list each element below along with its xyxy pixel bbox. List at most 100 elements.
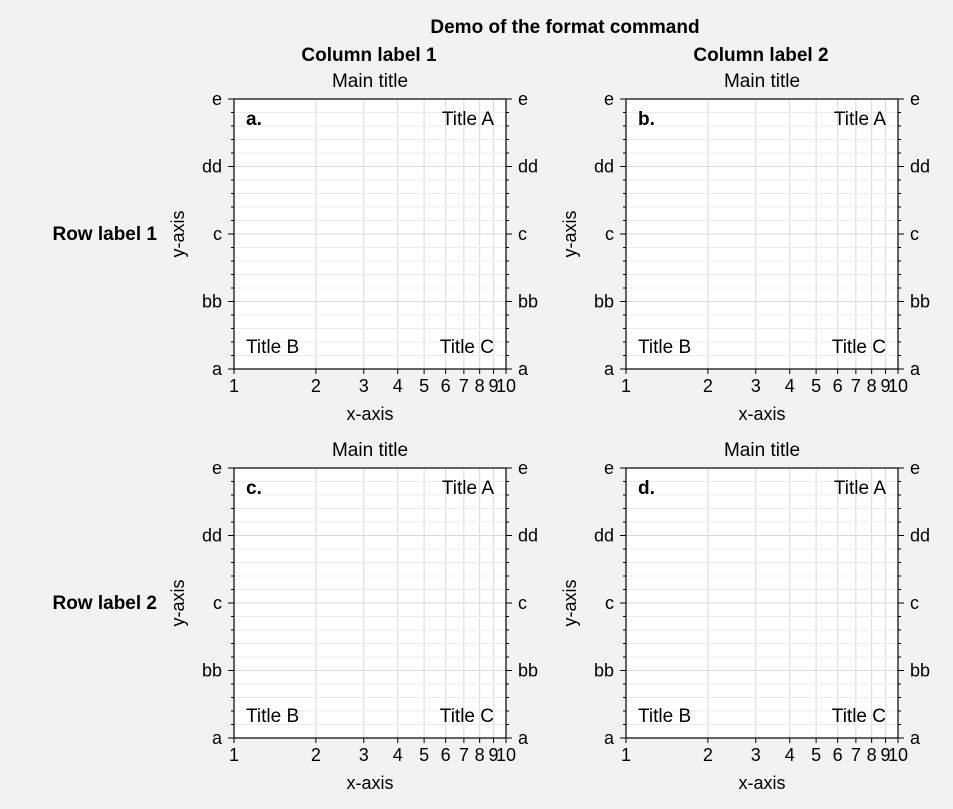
x-tick-label: 2	[311, 745, 321, 765]
x-tick-label: 6	[833, 376, 843, 396]
x-tick-label: 9	[489, 745, 499, 765]
x-tick-label: 2	[311, 376, 321, 396]
panel-label: c.	[246, 478, 262, 499]
x-tick-label: 4	[785, 745, 795, 765]
y-tick-label-right: dd	[518, 157, 538, 177]
y-tick-label-right: c	[910, 224, 919, 244]
y-tick-label-right: dd	[518, 526, 538, 546]
panel-main-title: Main title	[332, 71, 408, 92]
x-axis-label: x-axis	[346, 773, 393, 793]
y-axis-label: y-axis	[168, 579, 188, 626]
y-tick-label-left: e	[604, 89, 614, 109]
y-axis-label: y-axis	[560, 579, 580, 626]
x-tick-label: 4	[393, 376, 403, 396]
x-tick-label: 2	[703, 376, 713, 396]
x-tick-label: 10	[888, 376, 908, 396]
x-tick-label: 4	[785, 376, 795, 396]
y-tick-label-left: c	[213, 593, 222, 613]
y-tick-label-left: a	[604, 728, 615, 748]
y-tick-label-right: e	[518, 89, 528, 109]
x-tick-label: 7	[851, 745, 861, 765]
x-tick-label: 5	[419, 745, 429, 765]
panel-main-title: Main title	[724, 71, 800, 92]
x-tick-label: 8	[475, 745, 485, 765]
x-tick-label: 9	[881, 376, 891, 396]
y-tick-label-left: c	[605, 593, 614, 613]
x-tick-label: 1	[621, 745, 631, 765]
y-tick-label-right: bb	[910, 661, 930, 681]
y-tick-label-left: a	[212, 359, 223, 379]
row-label-2: Row label 2	[52, 593, 157, 614]
x-tick-label: 7	[459, 745, 469, 765]
x-axis-label: x-axis	[738, 773, 785, 793]
x-axis-label: x-axis	[346, 404, 393, 424]
x-tick-label: 3	[751, 745, 761, 765]
x-tick-label: 6	[833, 745, 843, 765]
y-tick-label-left: a	[604, 359, 615, 379]
x-axis-label: x-axis	[738, 404, 785, 424]
y-tick-label-left: bb	[202, 661, 222, 681]
figure-suptitle: Demo of the format command	[430, 17, 699, 38]
y-tick-label-left: dd	[594, 526, 614, 546]
y-tick-label-right: dd	[910, 157, 930, 177]
title-c: Title C	[440, 706, 494, 727]
x-tick-label: 5	[811, 376, 821, 396]
y-tick-label-left: c	[213, 224, 222, 244]
title-a: Title A	[442, 478, 494, 499]
x-tick-label: 5	[811, 745, 821, 765]
y-tick-label-right: e	[910, 458, 920, 478]
x-tick-label: 3	[751, 376, 761, 396]
panel-label: a.	[246, 109, 262, 130]
x-tick-label: 4	[393, 745, 403, 765]
x-tick-label: 7	[851, 376, 861, 396]
x-tick-label: 6	[441, 376, 451, 396]
y-tick-label-right: c	[518, 593, 527, 613]
y-tick-label-right: a	[910, 359, 921, 379]
x-tick-label: 9	[881, 745, 891, 765]
y-axis-label: y-axis	[168, 210, 188, 257]
title-a: Title A	[834, 478, 886, 499]
panel-main-title: Main title	[332, 440, 408, 461]
x-tick-label: 5	[419, 376, 429, 396]
x-tick-label: 10	[888, 745, 908, 765]
y-tick-label-right: bb	[910, 292, 930, 312]
y-tick-label-right: bb	[518, 292, 538, 312]
x-tick-label: 10	[496, 745, 516, 765]
x-tick-label: 1	[229, 745, 239, 765]
column-label-1: Column label 1	[301, 45, 437, 66]
title-b: Title B	[638, 337, 691, 358]
x-tick-label: 3	[359, 376, 369, 396]
y-tick-label-left: bb	[202, 292, 222, 312]
column-label-2: Column label 2	[693, 45, 828, 66]
x-tick-label: 8	[867, 376, 877, 396]
title-c: Title C	[832, 337, 886, 358]
panel-label: d.	[638, 478, 655, 499]
y-tick-label-right: e	[910, 89, 920, 109]
x-tick-label: 1	[229, 376, 239, 396]
y-tick-label-right: bb	[518, 661, 538, 681]
y-tick-label-right: c	[910, 593, 919, 613]
y-tick-label-right: a	[518, 359, 529, 379]
title-a: Title A	[834, 109, 886, 130]
y-tick-label-right: dd	[910, 526, 930, 546]
x-tick-label: 9	[489, 376, 499, 396]
y-tick-label-right: e	[518, 458, 528, 478]
y-tick-label-left: dd	[594, 157, 614, 177]
y-tick-label-left: dd	[202, 157, 222, 177]
title-c: Title C	[832, 706, 886, 727]
x-tick-label: 2	[703, 745, 713, 765]
x-tick-label: 8	[867, 745, 877, 765]
y-tick-label-right: a	[910, 728, 921, 748]
y-tick-label-left: bb	[594, 292, 614, 312]
title-b: Title B	[246, 706, 299, 727]
y-tick-label-right: c	[518, 224, 527, 244]
y-tick-label-left: a	[212, 728, 223, 748]
y-tick-label-left: bb	[594, 661, 614, 681]
panel-label: b.	[638, 109, 655, 130]
y-tick-label-left: e	[212, 89, 222, 109]
